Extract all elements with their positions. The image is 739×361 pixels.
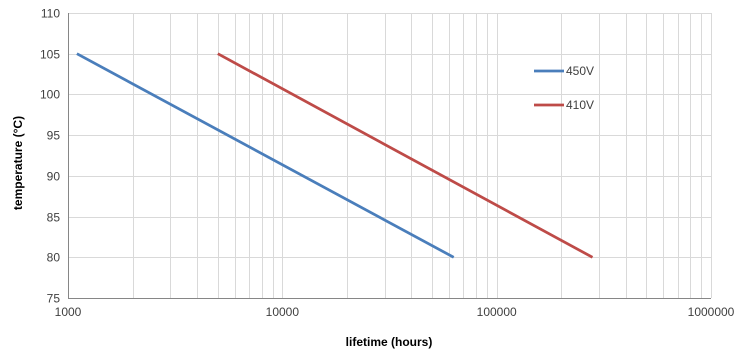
x-axis-title: lifetime (hours) [346, 335, 433, 349]
legend-label: 410V [566, 98, 594, 112]
series-layer [76, 52, 594, 259]
x-tick-label: 1000000 [688, 305, 735, 319]
y-tick-label: 110 [41, 7, 60, 21]
legend: 450V 410V [534, 64, 594, 112]
x-tick-label: 1000 [55, 305, 82, 319]
y-tick-label: 75 [47, 292, 61, 306]
axis-layer: 75 80 85 90 95 100 105 110 1000 10000 100000 100000… [40, 7, 735, 320]
y-tick-label: 90 [47, 170, 61, 184]
y-tick-label: 105 [40, 48, 60, 62]
x-tick-label: 100000 [477, 305, 517, 319]
series-line-410v [217, 52, 594, 259]
y-axis-title: temperature (°C) [11, 116, 25, 210]
x-tick-label: 10000 [266, 305, 300, 319]
legend-label: 450V [566, 64, 594, 78]
y-tick-label: 100 [40, 88, 60, 102]
grid-layer [68, 13, 712, 299]
y-tick-label: 95 [47, 129, 61, 143]
y-tick-label: 80 [47, 251, 61, 265]
series-line-450v [76, 52, 455, 259]
y-tick-label: 85 [47, 211, 61, 225]
